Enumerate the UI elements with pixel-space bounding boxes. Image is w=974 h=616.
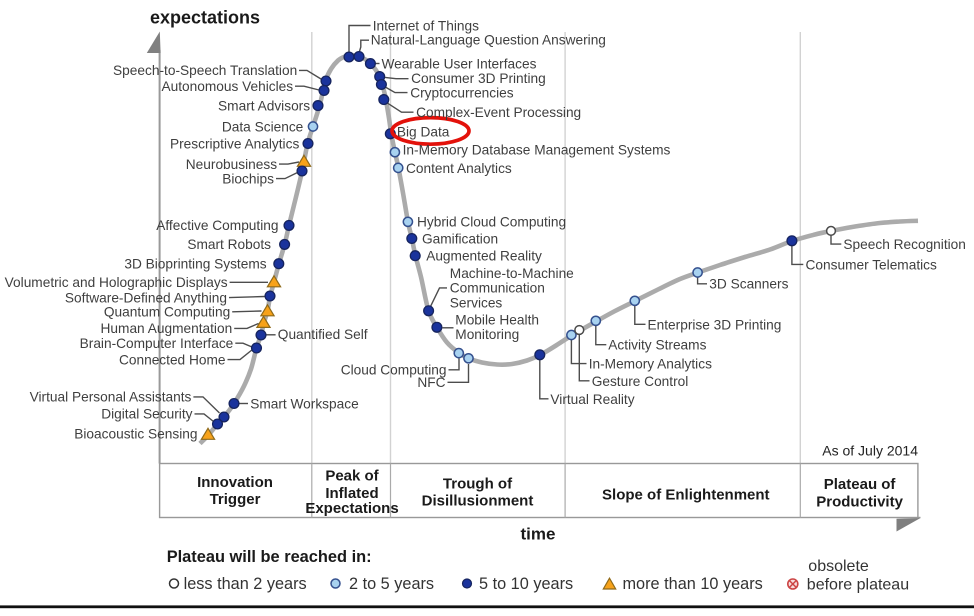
svg-text:Cloud Computing: Cloud Computing <box>341 363 447 378</box>
svg-text:Plateau will be reached in:: Plateau will be reached in: <box>167 548 372 566</box>
svg-text:Quantum Computing: Quantum Computing <box>104 305 230 320</box>
svg-text:5 to 10 years: 5 to 10 years <box>479 575 573 593</box>
svg-text:Mobile Health: Mobile Health <box>455 313 539 328</box>
svg-text:Monitoring: Monitoring <box>455 327 519 342</box>
svg-text:Quantified Self: Quantified Self <box>278 327 368 342</box>
svg-text:Expectations: Expectations <box>305 500 398 517</box>
svg-text:Internet of Things: Internet of Things <box>373 18 479 33</box>
svg-text:obsolete: obsolete <box>808 558 869 575</box>
svg-text:Machine-to-Machine: Machine-to-Machine <box>450 266 574 281</box>
svg-text:Communication: Communication <box>450 281 545 296</box>
svg-text:Complex-Event Processing: Complex-Event Processing <box>416 105 581 120</box>
svg-text:Biochips: Biochips <box>222 171 274 186</box>
svg-text:Gesture Control: Gesture Control <box>592 374 689 389</box>
svg-text:Augmented Reality: Augmented Reality <box>426 249 542 264</box>
svg-text:Slope of Enlightenment: Slope of Enlightenment <box>602 487 770 504</box>
svg-text:In-Memory Analytics: In-Memory Analytics <box>589 357 712 372</box>
svg-text:Disillusionment: Disillusionment <box>422 492 534 509</box>
svg-text:3D Bioprinting Systems: 3D Bioprinting Systems <box>124 257 266 272</box>
svg-text:Hybrid Cloud Computing: Hybrid Cloud Computing <box>417 215 566 230</box>
svg-text:Plateau of: Plateau of <box>824 476 897 493</box>
svg-text:As of July 2014: As of July 2014 <box>822 443 918 459</box>
svg-text:Neurobusiness: Neurobusiness <box>186 157 277 172</box>
svg-text:Speech Recognition: Speech Recognition <box>843 237 966 252</box>
svg-text:Services: Services <box>450 295 503 310</box>
svg-text:Content Analytics: Content Analytics <box>406 161 512 176</box>
svg-text:before plateau: before plateau <box>807 576 909 593</box>
svg-text:Trough of: Trough of <box>443 476 513 493</box>
svg-text:Brain-Computer Interface: Brain-Computer Interface <box>80 336 234 351</box>
svg-text:Data Science: Data Science <box>222 119 303 134</box>
svg-text:Digital Security: Digital Security <box>101 407 192 422</box>
svg-text:Volumetric and Holographic Dis: Volumetric and Holographic Displays <box>5 275 228 290</box>
svg-text:time: time <box>521 525 556 544</box>
svg-text:Affective Computing: Affective Computing <box>156 218 278 233</box>
svg-text:Peak of: Peak of <box>325 468 379 485</box>
svg-text:Software-Defined Anything: Software-Defined Anything <box>65 290 227 305</box>
svg-text:3D Scanners: 3D Scanners <box>709 277 788 292</box>
svg-text:Big Data: Big Data <box>397 124 450 139</box>
svg-text:NFC: NFC <box>417 375 445 390</box>
svg-text:Innovation: Innovation <box>197 474 273 491</box>
svg-text:2 to 5 years: 2 to 5 years <box>349 575 434 593</box>
svg-text:Activity Streams: Activity Streams <box>608 338 706 353</box>
svg-text:Human Augmentation: Human Augmentation <box>101 321 233 336</box>
svg-text:Speech-to-Speech Translation: Speech-to-Speech Translation <box>113 63 297 78</box>
svg-text:Smart Robots: Smart Robots <box>187 237 271 252</box>
svg-text:Inflated: Inflated <box>325 485 378 502</box>
svg-text:Virtual Reality: Virtual Reality <box>550 392 634 407</box>
svg-text:Bioacoustic Sensing: Bioacoustic Sensing <box>74 426 197 441</box>
svg-text:Cryptocurrencies: Cryptocurrencies <box>410 86 514 101</box>
svg-text:Enterprise 3D Printing: Enterprise 3D Printing <box>648 317 782 332</box>
svg-text:Gamification: Gamification <box>422 231 498 246</box>
svg-text:Consumer 3D Printing: Consumer 3D Printing <box>411 71 546 86</box>
svg-text:Autonomous Vehicles: Autonomous Vehicles <box>161 79 293 94</box>
svg-text:Prescriptive Analytics: Prescriptive Analytics <box>170 136 299 151</box>
svg-text:Smart Workspace: Smart Workspace <box>250 396 359 411</box>
svg-text:more than 10 years: more than 10 years <box>623 575 763 593</box>
svg-text:Connected Home: Connected Home <box>119 352 226 367</box>
svg-text:Virtual Personal Assistants: Virtual Personal Assistants <box>30 390 192 405</box>
svg-text:less than 2 years: less than 2 years <box>184 575 307 593</box>
svg-text:In-Memory Database Management: In-Memory Database Management Systems <box>403 143 671 158</box>
svg-text:Smart Advisors: Smart Advisors <box>218 98 310 113</box>
svg-text:Natural-Language Question Answ: Natural-Language Question Answering <box>371 33 606 48</box>
svg-text:Wearable User Interfaces: Wearable User Interfaces <box>382 56 537 71</box>
svg-text:Trigger: Trigger <box>210 491 261 508</box>
svg-text:expectations: expectations <box>150 8 260 28</box>
svg-text:Consumer Telematics: Consumer Telematics <box>806 257 938 272</box>
svg-text:Productivity: Productivity <box>816 494 903 511</box>
